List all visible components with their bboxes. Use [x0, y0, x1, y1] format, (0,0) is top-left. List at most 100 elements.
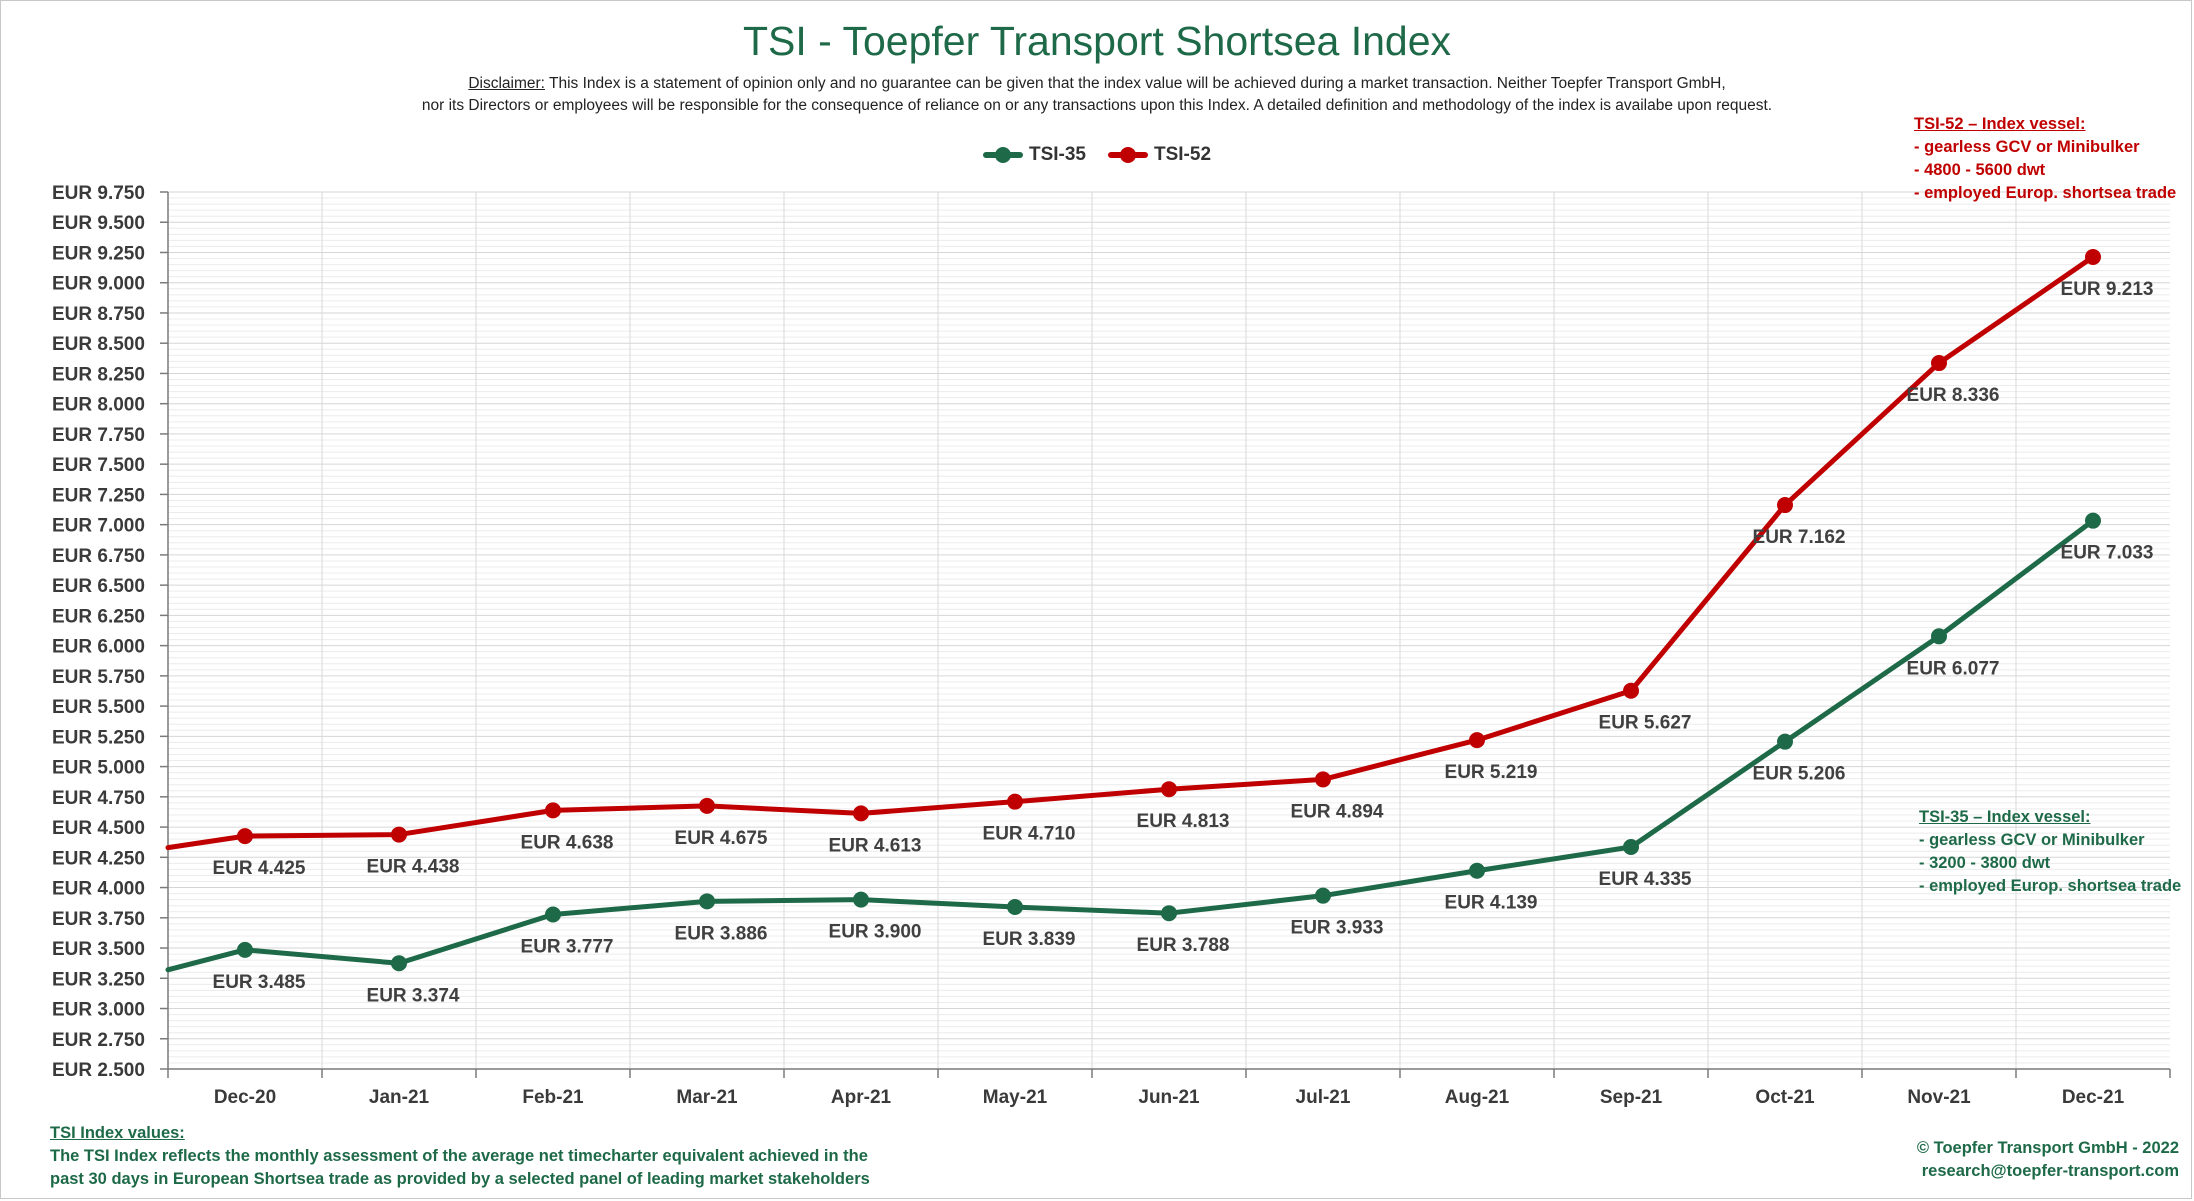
y-tick-label: EUR 8.500 [52, 334, 145, 355]
y-tick-label: EUR 5.750 [52, 667, 145, 688]
y-tick-label: EUR 8.750 [52, 304, 145, 325]
contact-email[interactable]: research@toepfer-transport.com [1921, 1162, 2179, 1180]
data-label-tsi-52: EUR 4.638 [521, 832, 614, 853]
legend-item-tsi52: TSI-52 [1108, 144, 1211, 166]
data-label-tsi-35: EUR 3.933 [1291, 918, 1384, 939]
y-tick-label: EUR 4.250 [52, 848, 145, 869]
index-description-heading: TSI Index values: [50, 1124, 185, 1142]
y-tick-label: EUR 5.250 [52, 727, 145, 748]
x-tick-label: Mar-21 [676, 1087, 738, 1108]
data-label-tsi-52: EUR 4.894 [1291, 801, 1384, 822]
data-label-tsi-35: EUR 4.139 [1445, 893, 1538, 914]
data-point-tsi-52 [1161, 781, 1177, 798]
copyright-block: © Toepfer Transport GmbH - 2022 research… [1917, 1137, 2179, 1183]
series-line-tsi-52 [165, 254, 2096, 851]
y-tick-label: EUR 9.750 [52, 183, 145, 204]
data-point-tsi-35 [1777, 733, 1793, 750]
y-tick-label: EUR 7.250 [52, 485, 145, 506]
tsi52-note-line: - employed Europ. shortsea trade [1914, 184, 2177, 202]
data-point-tsi-35 [1007, 899, 1023, 916]
x-tick-label: Dec-21 [2062, 1087, 2125, 1108]
data-point-tsi-35 [1161, 905, 1177, 922]
tsi52-note-heading: TSI-52 – Index vessel: [1914, 115, 2086, 133]
y-tick-label: EUR 6.000 [52, 637, 145, 658]
y-tick-label: EUR 9.000 [52, 274, 145, 295]
y-tick-label: EUR 2.750 [52, 1030, 145, 1051]
data-point-tsi-52 [2085, 248, 2101, 265]
disclaimer: Disclaimer: This Index is a statement of… [300, 73, 1894, 117]
y-tick-label: EUR 5.000 [52, 758, 145, 779]
data-point-tsi-35 [1623, 839, 1639, 856]
data-point-tsi-35 [1315, 887, 1331, 904]
legend-swatch-tsi35 [982, 147, 1023, 163]
tsi35-note-line: - employed Europ. shortsea trade [1919, 877, 2182, 895]
data-label-tsi-35: EUR 3.777 [521, 937, 614, 958]
data-label-tsi-35: EUR 4.335 [1599, 869, 1692, 890]
tsi52-vessel-note: TSI-52 – Index vessel: - gearless GCV or… [1914, 113, 2176, 205]
legend-swatch-tsi52 [1108, 147, 1148, 163]
data-label-tsi-35: EUR 5.206 [1753, 764, 1846, 785]
data-point-tsi-52 [1777, 497, 1793, 514]
y-tick-label: EUR 6.250 [52, 606, 145, 627]
tsi52-note-line: - 4800 - 5600 dwt [1914, 161, 2046, 179]
plot-area [168, 192, 2170, 1069]
series-line-tsi-35 [165, 518, 2096, 973]
data-label-tsi-52: EUR 5.219 [1445, 762, 1538, 783]
y-tick-label: EUR 6.500 [52, 576, 145, 597]
y-tick-label: EUR 7.000 [52, 516, 145, 537]
chart-legend: TSI-35 TSI-52 [0, 144, 2194, 166]
data-label-tsi-52: EUR 4.438 [367, 857, 460, 878]
index-description-line-1: The TSI Index reflects the monthly asses… [50, 1147, 868, 1165]
y-tick-label: EUR 5.500 [52, 697, 145, 718]
data-label-tsi-52: EUR 7.162 [1753, 527, 1846, 548]
y-tick-label: EUR 7.750 [52, 425, 145, 446]
x-tick-label: May-21 [983, 1087, 1048, 1108]
data-point-tsi-35 [1469, 862, 1485, 879]
disclaimer-line-2: nor its Directors or employees will be r… [421, 97, 1773, 114]
y-tick-label: EUR 3.000 [52, 1000, 145, 1021]
x-tick-label: Jun-21 [1138, 1087, 1200, 1108]
y-tick-label: EUR 3.750 [52, 909, 145, 930]
data-label-tsi-35: EUR 6.077 [1907, 658, 2000, 679]
y-tick-label: EUR 4.750 [52, 788, 145, 809]
data-label-tsi-35: EUR 3.886 [675, 923, 768, 944]
x-tick-label: Dec-20 [214, 1087, 276, 1108]
data-point-tsi-35 [853, 891, 869, 908]
data-label-tsi-52: EUR 4.813 [1137, 811, 1230, 832]
x-tick-label: Feb-21 [522, 1087, 584, 1108]
data-point-tsi-52 [1623, 682, 1639, 699]
x-tick-label: Apr-21 [831, 1087, 892, 1108]
x-tick-label: Sep-21 [1600, 1087, 1663, 1108]
index-description-line-2: past 30 days in European Shortsea trade … [50, 1170, 870, 1188]
data-point-tsi-52 [545, 802, 561, 819]
data-point-tsi-52 [391, 826, 407, 843]
data-label-tsi-35: EUR 3.788 [1137, 935, 1230, 956]
tsi35-note-line: - 3200 - 3800 dwt [1919, 854, 2051, 872]
data-point-tsi-35 [2085, 512, 2101, 529]
y-tick-label: EUR 7.500 [52, 455, 145, 476]
y-tick-label: EUR 3.500 [52, 939, 145, 960]
legend-label-tsi52: TSI-52 [1154, 144, 1212, 165]
disclaimer-label: Disclaimer: [468, 75, 545, 92]
data-point-tsi-35 [1931, 628, 1947, 645]
x-tick-label: Jan-21 [369, 1087, 430, 1108]
data-point-tsi-35 [699, 893, 715, 910]
data-point-tsi-35 [545, 906, 561, 923]
data-label-tsi-52: EUR 4.675 [675, 828, 768, 849]
data-point-tsi-52 [237, 828, 253, 845]
data-label-tsi-35: EUR 3.900 [829, 922, 922, 943]
y-tick-label: EUR 9.250 [52, 243, 145, 264]
y-tick-label: EUR 4.500 [52, 818, 145, 839]
x-tick-label: Jul-21 [1296, 1087, 1351, 1108]
y-tick-label: EUR 8.250 [52, 364, 145, 385]
data-label-tsi-35: EUR 3.374 [367, 985, 460, 1006]
legend-item-tsi35: TSI-35 [982, 144, 1086, 166]
data-point-tsi-35 [237, 941, 253, 958]
data-label-tsi-52: EUR 9.213 [2061, 279, 2154, 300]
y-tick-label: EUR 8.000 [52, 395, 145, 416]
data-label-tsi-35: EUR 7.033 [2061, 543, 2154, 564]
chart-title: TSI - Toepfer Transport Shortsea Index [743, 18, 1451, 64]
data-point-tsi-52 [1469, 732, 1485, 749]
data-label-tsi-52: EUR 8.336 [1907, 385, 2000, 406]
